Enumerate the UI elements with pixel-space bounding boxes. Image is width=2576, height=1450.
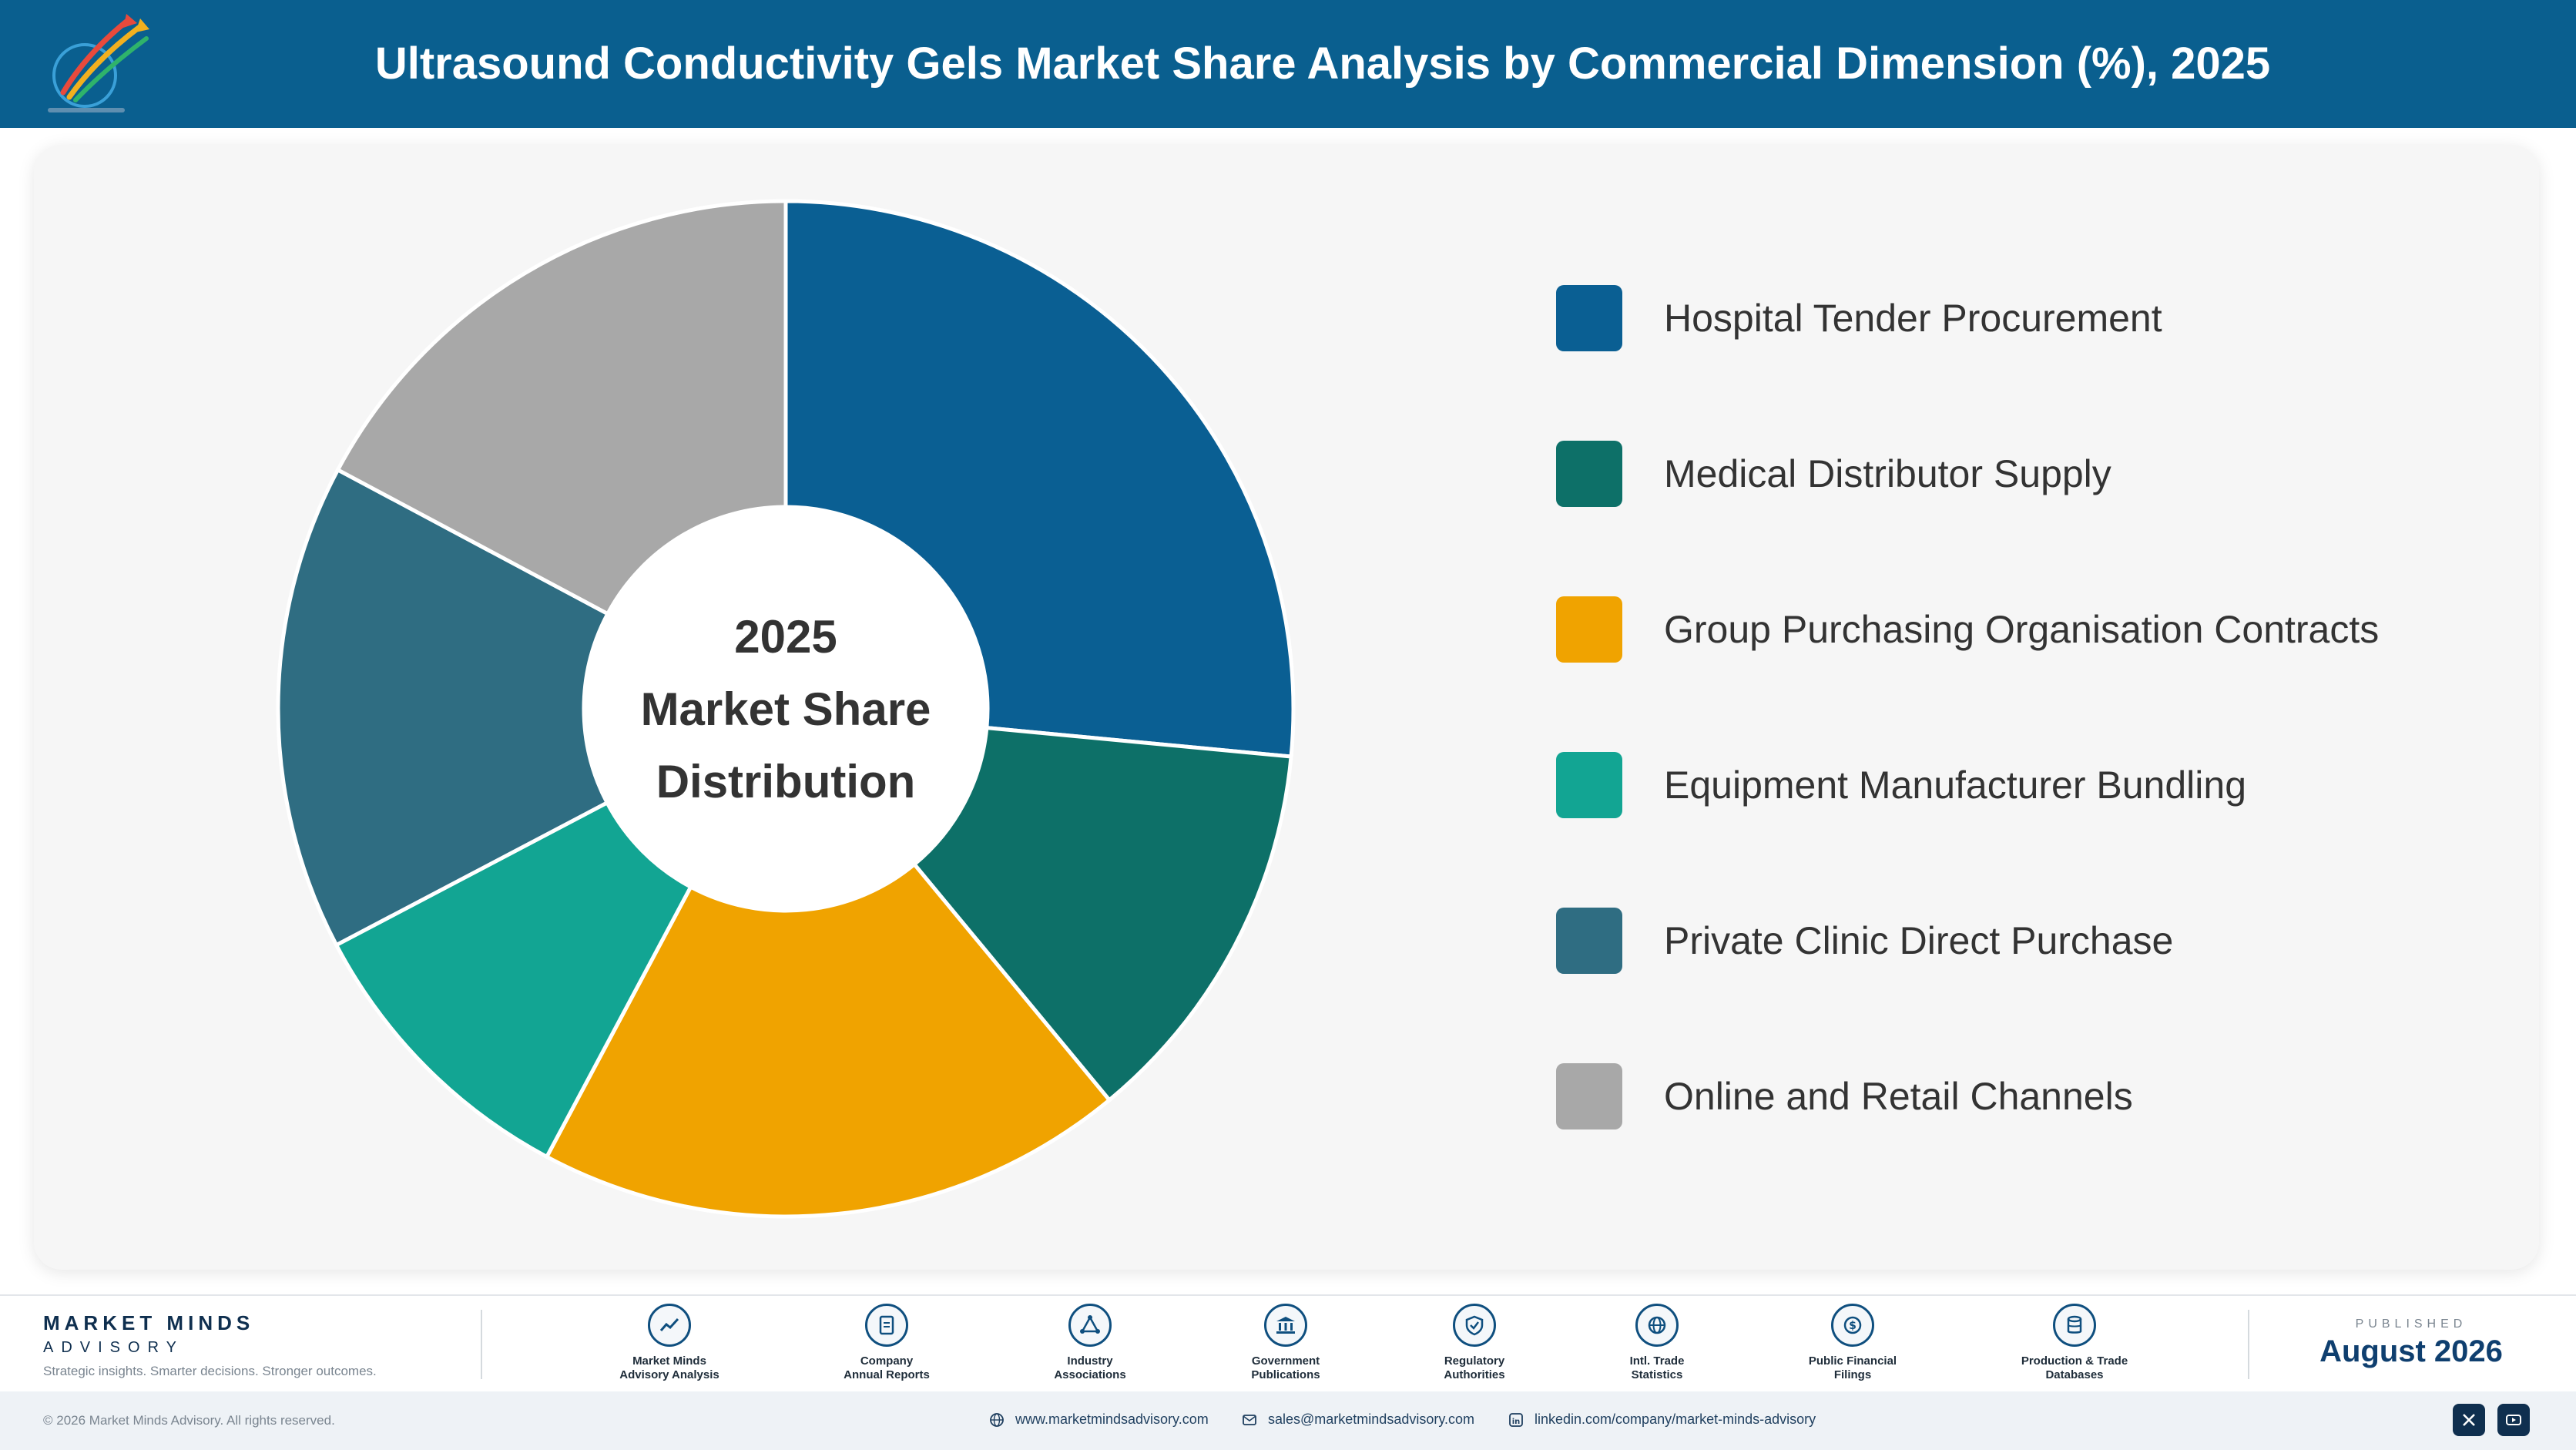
published-label: PUBLISHED	[2355, 1317, 2467, 1331]
legend-label: Private Clinic Direct Purchase	[1664, 919, 2174, 962]
donut-center-label: 2025 Market Share Distribution	[555, 601, 1017, 818]
brand-tagline: Strategic insights. Smarter decisions. S…	[43, 1364, 377, 1378]
legend-label: Online and Retail Channels	[1664, 1075, 2133, 1118]
legend-label: Equipment Manufacturer Bundling	[1664, 764, 2247, 807]
chart-line-icon	[648, 1304, 691, 1347]
legend-item: Equipment Manufacturer Bundling	[1556, 752, 2519, 908]
email-link[interactable]: sales@marketmindsadvisory.com	[1242, 1411, 1474, 1428]
globe-icon	[1635, 1304, 1679, 1347]
brand-subtitle: ADVISORY	[43, 1339, 184, 1356]
bottom-bar: © 2026 Market Minds Advisory. All rights…	[0, 1391, 2576, 1450]
legend-swatch	[1556, 1063, 1622, 1129]
website-link[interactable]: www.marketmindsadvisory.com	[989, 1411, 1209, 1428]
x-icon	[2463, 1414, 2475, 1426]
source-item: Industry Associations	[1005, 1304, 1175, 1382]
legend-label: Group Purchasing Organisation Contracts	[1664, 608, 2380, 651]
footer-divider	[2248, 1310, 2249, 1379]
svg-text:in: in	[1512, 1418, 1521, 1426]
source-item: Regulatory Authorities	[1390, 1304, 1559, 1382]
network-icon	[1068, 1304, 1112, 1347]
legend-label: Hospital Tender Procurement	[1664, 297, 2162, 340]
footer: MARKET MINDS ADVISORY Strategic insights…	[0, 1294, 2576, 1390]
header-bar: Ultrasound Conductivity Gels Market Shar…	[0, 0, 2576, 128]
linkedin-icon: in	[1509, 1412, 1523, 1427]
legend-item: Group Purchasing Organisation Contracts	[1556, 596, 2519, 752]
center-label-year: 2025	[734, 611, 837, 663]
source-item: Intl. Trade Statistics	[1572, 1304, 1742, 1382]
source-item: $ Public Financial Filings	[1768, 1304, 1937, 1382]
svg-text:$: $	[1849, 1320, 1857, 1332]
legend-item: Online and Retail Channels	[1556, 1063, 2519, 1219]
building-icon	[1264, 1304, 1307, 1347]
copyright-text: © 2026 Market Minds Advisory. All rights…	[43, 1413, 335, 1428]
footer-divider	[481, 1310, 482, 1379]
document-icon	[865, 1304, 908, 1347]
center-label-line2: Market Share	[640, 683, 931, 735]
legend-item: Private Clinic Direct Purchase	[1556, 908, 2519, 1063]
legend-swatch	[1556, 752, 1622, 818]
source-item: Market Minds Advisory Analysis	[585, 1304, 754, 1382]
coin-icon: $	[1831, 1304, 1874, 1347]
legend-swatch	[1556, 441, 1622, 507]
globe-icon	[990, 1412, 1004, 1427]
center-label-line3: Distribution	[656, 756, 916, 807]
legend-swatch	[1556, 285, 1622, 351]
source-item: Production & Trade Databases	[1990, 1304, 2159, 1382]
chart-legend: Hospital Tender Procurement Medical Dist…	[1556, 285, 2519, 1219]
legend-item: Medical Distributor Supply	[1556, 441, 2519, 596]
source-item: Government Publications	[1201, 1304, 1370, 1382]
legend-swatch	[1556, 908, 1622, 974]
linkedin-link[interactable]: in linkedin.com/company/market-minds-adv…	[1508, 1411, 1816, 1428]
x-social-button[interactable]	[2453, 1404, 2485, 1436]
legend-item: Hospital Tender Procurement	[1556, 285, 2519, 441]
legend-swatch	[1556, 596, 1622, 663]
published-date: August 2026	[2319, 1334, 2503, 1368]
shield-icon	[1453, 1304, 1496, 1347]
chart-title: Ultrasound Conductivity Gels Market Shar…	[374, 39, 2271, 89]
company-logo-icon	[48, 14, 149, 112]
youtube-social-button[interactable]	[2497, 1404, 2530, 1436]
youtube-icon	[2506, 1415, 2521, 1425]
brand-name: MARKET MINDS	[43, 1311, 255, 1334]
legend-label: Medical Distributor Supply	[1664, 452, 2111, 495]
mail-icon	[1243, 1414, 1256, 1425]
database-icon	[2053, 1304, 2096, 1347]
source-item: Company Annual Reports	[802, 1304, 971, 1382]
